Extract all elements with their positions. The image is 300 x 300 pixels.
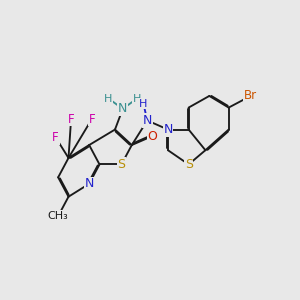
Text: N: N bbox=[142, 114, 152, 127]
Text: S: S bbox=[118, 158, 125, 171]
Text: H: H bbox=[133, 94, 141, 103]
Text: H: H bbox=[139, 99, 148, 109]
Text: CH₃: CH₃ bbox=[48, 211, 68, 221]
Text: N: N bbox=[85, 177, 94, 190]
Text: F: F bbox=[88, 113, 95, 126]
Text: H: H bbox=[104, 94, 113, 103]
Text: F: F bbox=[68, 113, 74, 126]
Text: S: S bbox=[184, 158, 193, 171]
Text: N: N bbox=[163, 123, 172, 136]
Text: O: O bbox=[148, 130, 158, 142]
Text: N: N bbox=[118, 102, 128, 116]
Text: F: F bbox=[52, 131, 59, 144]
Text: Br: Br bbox=[244, 89, 257, 103]
